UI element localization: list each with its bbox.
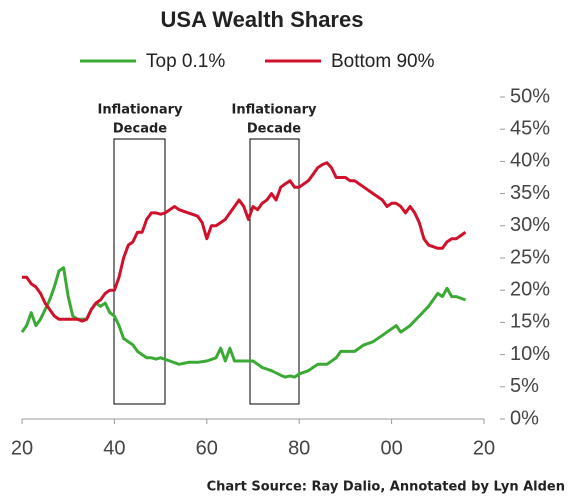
source-note: Chart Source: Ray Dalio, Annotated by Ly… (207, 480, 565, 495)
annotation-box (249, 138, 300, 405)
x-tick-label: 00 (380, 437, 402, 459)
y-tick-label: 5% (510, 375, 539, 397)
y-tick-label: 15% (510, 311, 550, 333)
data-line (20, 266, 467, 379)
y-tick-label: 35% (510, 182, 550, 204)
annotation: Decade (247, 122, 301, 137)
data-line (22, 161, 467, 323)
x-tick-label: 20 (473, 437, 495, 459)
annotation-box (113, 138, 166, 405)
y-tick-label: 25% (510, 246, 550, 268)
x-tick-label: 40 (103, 437, 125, 459)
y-tick-label: 45% (510, 117, 550, 139)
legend-label: Bottom 90% (331, 51, 435, 72)
y-tick-label: 20% (510, 278, 550, 300)
legend-label: Top 0.1% (146, 51, 225, 72)
x-tick-label: 20 (11, 437, 33, 459)
y-tick-label: 40% (510, 150, 550, 172)
annotation: Decade (113, 122, 167, 137)
x-tick-label: 60 (196, 437, 218, 459)
chart-title: USA Wealth Shares (161, 7, 364, 32)
y-tick-label: 50% (510, 85, 550, 107)
y-tick-label: 30% (510, 214, 550, 236)
x-tick-label: 80 (288, 437, 310, 459)
annotation: Inflationary (231, 103, 317, 118)
y-tick-label: 10% (510, 343, 550, 365)
y-tick-label: 0% (510, 407, 539, 429)
annotation: Inflationary (97, 103, 183, 118)
